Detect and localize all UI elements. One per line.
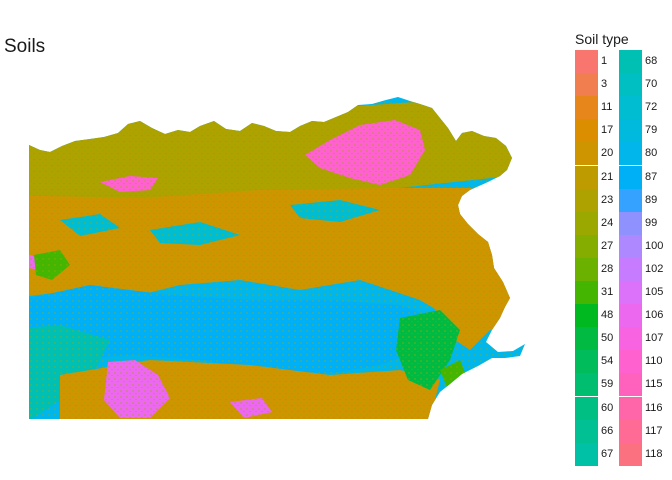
legend-key-115 — [619, 373, 642, 397]
legend-label-72: 72 — [645, 101, 658, 114]
legend-key-110 — [619, 350, 642, 374]
legend-key-1 — [575, 50, 598, 74]
legend-key-89 — [619, 188, 642, 212]
legend-key-31 — [575, 281, 598, 305]
legend-label-107: 107 — [645, 332, 664, 345]
legend-label-68: 68 — [645, 55, 658, 67]
legend-key-67 — [575, 442, 598, 466]
legend-key-87 — [619, 165, 642, 189]
legend-label-110: 110 — [645, 355, 663, 368]
legend-key-11 — [575, 96, 598, 120]
legend-label-17: 17 — [601, 124, 614, 137]
legend-label-20: 20 — [601, 147, 614, 160]
legend-key-54 — [575, 350, 598, 374]
legend-key-27 — [575, 234, 598, 258]
legend-key-105 — [619, 281, 642, 305]
legend-key-3 — [575, 73, 598, 97]
map-texture — [29, 97, 525, 419]
legend-label-102: 102 — [645, 262, 664, 275]
legend-label-27: 27 — [601, 239, 614, 252]
legend-key-106 — [619, 304, 642, 328]
map-title: Soils — [4, 36, 46, 57]
legend-label-118: 118 — [645, 447, 663, 460]
legend-key-102 — [619, 257, 642, 281]
legend-label-23: 23 — [601, 193, 614, 206]
legend-key-48 — [575, 304, 598, 328]
legend-key-21 — [575, 165, 598, 189]
legend-key-17 — [575, 119, 598, 143]
legend-key-50 — [575, 327, 598, 351]
legend-key-28 — [575, 257, 598, 281]
legend-label-116: 116 — [645, 401, 663, 414]
legend-label-70: 70 — [645, 78, 658, 91]
legend-label-67: 67 — [601, 447, 614, 460]
legend-label-87: 87 — [645, 170, 658, 183]
legend-label-105: 105 — [645, 286, 664, 298]
legend-label-66: 66 — [601, 424, 614, 437]
legend-key-107 — [619, 327, 642, 351]
legend-label-115: 115 — [645, 378, 663, 391]
legend-label-1: 1 — [601, 55, 608, 67]
legend-key-100 — [619, 234, 642, 258]
legend-label-117: 117 — [645, 424, 663, 437]
legend-key-116 — [619, 396, 642, 420]
legend-label-28: 28 — [601, 262, 614, 275]
legend-label-24: 24 — [601, 216, 614, 229]
legend-label-100: 100 — [645, 239, 664, 252]
legend-key-72 — [619, 96, 642, 120]
legend-key-60 — [575, 396, 598, 420]
legend-label-3: 3 — [601, 78, 608, 91]
legend-label-99: 99 — [645, 216, 658, 229]
legend-label-48: 48 — [601, 309, 614, 322]
legend-label-106: 106 — [645, 309, 664, 322]
legend-label-21: 21 — [601, 170, 614, 183]
legend-key-66 — [575, 419, 598, 443]
legend-label-11: 11 — [601, 101, 613, 114]
legend-label-59: 59 — [601, 378, 614, 391]
legend-key-68 — [619, 50, 642, 74]
legend-key-80 — [619, 142, 642, 166]
legend-key-117 — [619, 419, 642, 443]
legend-key-59 — [575, 373, 598, 397]
legend-key-23 — [575, 188, 598, 212]
legend-label-31: 31 — [601, 286, 614, 298]
legend-key-24 — [575, 211, 598, 235]
legend-label-50: 50 — [601, 332, 614, 345]
legend-label-60: 60 — [601, 401, 614, 414]
legend-key-70 — [619, 73, 642, 97]
legend-label-89: 89 — [645, 193, 658, 206]
legend-key-20 — [575, 142, 598, 166]
legend-label-54: 54 — [601, 355, 614, 368]
legend-key-99 — [619, 211, 642, 235]
legend-label-79: 79 — [645, 124, 658, 137]
legend-title: Soil type — [575, 31, 629, 47]
legend-label-80: 80 — [645, 147, 658, 160]
legend-key-79 — [619, 119, 642, 143]
legend-key-118 — [619, 442, 642, 466]
